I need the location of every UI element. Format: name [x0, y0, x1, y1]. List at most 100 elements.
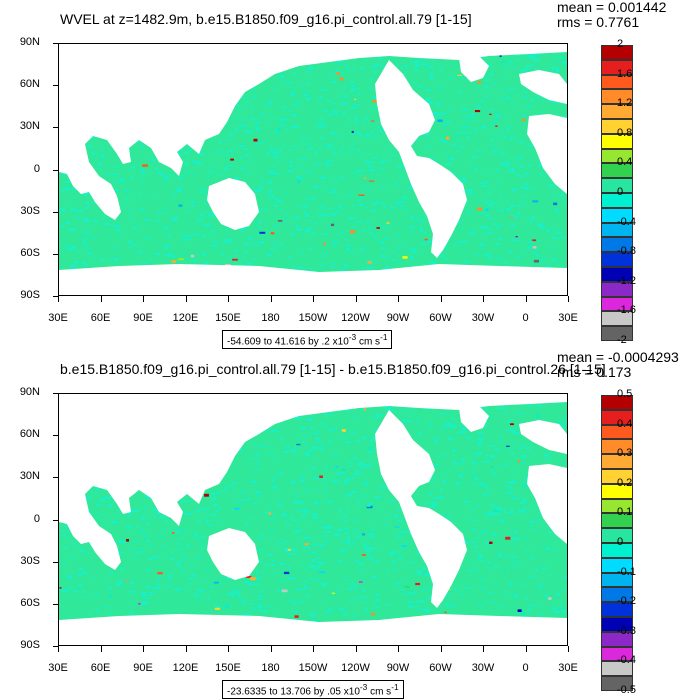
lon-tick — [355, 646, 357, 652]
lon-label: 60W — [429, 312, 452, 324]
colorbar — [601, 395, 633, 691]
colorbar-swatch — [601, 118, 633, 134]
colorbar-swatch — [601, 163, 633, 179]
mean-value: mean = -0.0004293 — [557, 349, 679, 365]
colorbar-label: 1.6 — [617, 67, 633, 80]
colorbar-label: -2 — [617, 334, 627, 346]
lon-label: 30E — [48, 312, 68, 324]
lat-tick — [53, 211, 58, 213]
colorbar-label: 0.4 — [617, 417, 633, 430]
lon-tick — [483, 296, 484, 302]
colorbar-label: 0 — [617, 536, 624, 548]
landmass-1 — [207, 528, 259, 580]
colorbar-swatch — [601, 587, 633, 603]
colorbar-swatch — [601, 528, 633, 543]
lat-tick — [53, 646, 58, 647]
landmass-3 — [459, 56, 489, 82]
lon-tick — [525, 296, 527, 302]
lon-tick — [58, 296, 59, 302]
colorbar-label: 0.1 — [617, 506, 633, 519]
colorbar-label: 0.2 — [617, 476, 633, 489]
lon-tick — [185, 296, 187, 302]
colorbar-swatch — [601, 104, 633, 119]
range-exponent: -3 — [359, 682, 368, 692]
lat-tick — [53, 561, 58, 563]
colorbar-label: -0.8 — [617, 245, 636, 258]
lon-tick — [398, 646, 399, 652]
lon-tick — [270, 646, 272, 652]
landmass-2 — [375, 60, 467, 258]
colorbar-swatch — [601, 207, 633, 223]
colorbar-swatch — [601, 237, 633, 253]
colorbar-swatch — [601, 296, 633, 312]
range-label: -23.6335 to 13.706 by .05 x10-3 cm s-1 — [222, 680, 404, 700]
colorbar-swatch — [601, 74, 633, 90]
map-field — [59, 394, 567, 645]
lon-label: 90W — [386, 662, 410, 674]
colorbar-swatch — [601, 572, 633, 588]
colorbar — [601, 45, 633, 341]
stats-block: mean = -0.0004293 rms = 0.173 — [557, 350, 679, 380]
colorbar-swatch — [601, 311, 633, 327]
colorbar-swatch — [601, 454, 633, 469]
colorbar-label: -0.3 — [617, 624, 636, 637]
map-field — [59, 44, 567, 295]
rms-value: rms = 0.7761 — [557, 14, 640, 30]
lon-tick — [100, 296, 102, 302]
colorbar-swatch — [601, 631, 633, 647]
lon-tick — [228, 646, 229, 652]
colorbar-label: 0.4 — [617, 156, 633, 169]
lon-tick — [525, 646, 527, 652]
colorbar-swatch — [601, 483, 633, 499]
lon-tick — [568, 296, 569, 302]
landmass-0 — [59, 394, 567, 570]
mean-value: mean = 0.001442 — [557, 0, 667, 15]
lon-label: 30E — [558, 662, 578, 674]
colorbar-swatch — [601, 646, 633, 662]
lat-tick — [53, 435, 58, 437]
colorbar-swatch — [601, 266, 633, 282]
landmass-4 — [59, 614, 567, 645]
range-text: -54.609 to 41.616 by .2 x10 — [227, 336, 349, 348]
colorbar-label: -0.4 — [617, 215, 636, 228]
lon-tick — [143, 646, 144, 652]
lat-tick — [53, 169, 58, 171]
lat-label: 30N — [19, 120, 40, 133]
lon-label: 60E — [90, 312, 111, 324]
lon-label: 180 — [261, 312, 280, 324]
lon-label: 150W — [298, 312, 328, 324]
lon-label: 60E — [90, 662, 111, 674]
lat-tick — [53, 127, 58, 129]
landmass-3 — [459, 406, 489, 432]
lon-label: 90E — [133, 312, 153, 324]
lon-label: 120W — [341, 312, 370, 324]
lon-label: 180 — [261, 662, 280, 674]
landmass-0 — [59, 44, 567, 220]
lon-tick — [143, 296, 144, 302]
lat-tick — [53, 603, 58, 605]
range-units-exponent: -1 — [380, 332, 388, 342]
range-text: -23.6335 to 13.706 by .05 x10 — [227, 686, 360, 698]
lon-tick — [313, 296, 314, 302]
colorbar-label: -0.5 — [617, 684, 636, 696]
lon-label: 150E — [215, 312, 241, 324]
lat-label: 90S — [20, 289, 40, 301]
map-plot — [58, 393, 568, 646]
lat-label: 30S — [20, 554, 40, 567]
lon-label: 60W — [429, 662, 452, 674]
lon-tick — [313, 646, 314, 652]
lon-label: 30W — [471, 662, 495, 674]
lat-tick — [53, 253, 58, 255]
colorbar-swatch — [601, 395, 633, 410]
colorbar-label: -0.1 — [617, 565, 636, 578]
lon-label: 120E — [172, 662, 199, 674]
range-units: cm s — [367, 686, 392, 698]
range-units-exponent: -1 — [391, 682, 399, 692]
bottom-panel: b.e15.B1850.f09_g16.pi_control.all.79 [1… — [0, 350, 700, 700]
colorbar-swatch — [601, 148, 633, 164]
lat-label: 90S — [20, 639, 40, 651]
lat-label: 60N — [19, 78, 40, 91]
landmass-2 — [375, 410, 467, 608]
top-panel: WVEL at z=1482.9m, b.e15.B1850.f09_g16.p… — [19, 0, 667, 350]
lon-tick — [58, 646, 59, 652]
